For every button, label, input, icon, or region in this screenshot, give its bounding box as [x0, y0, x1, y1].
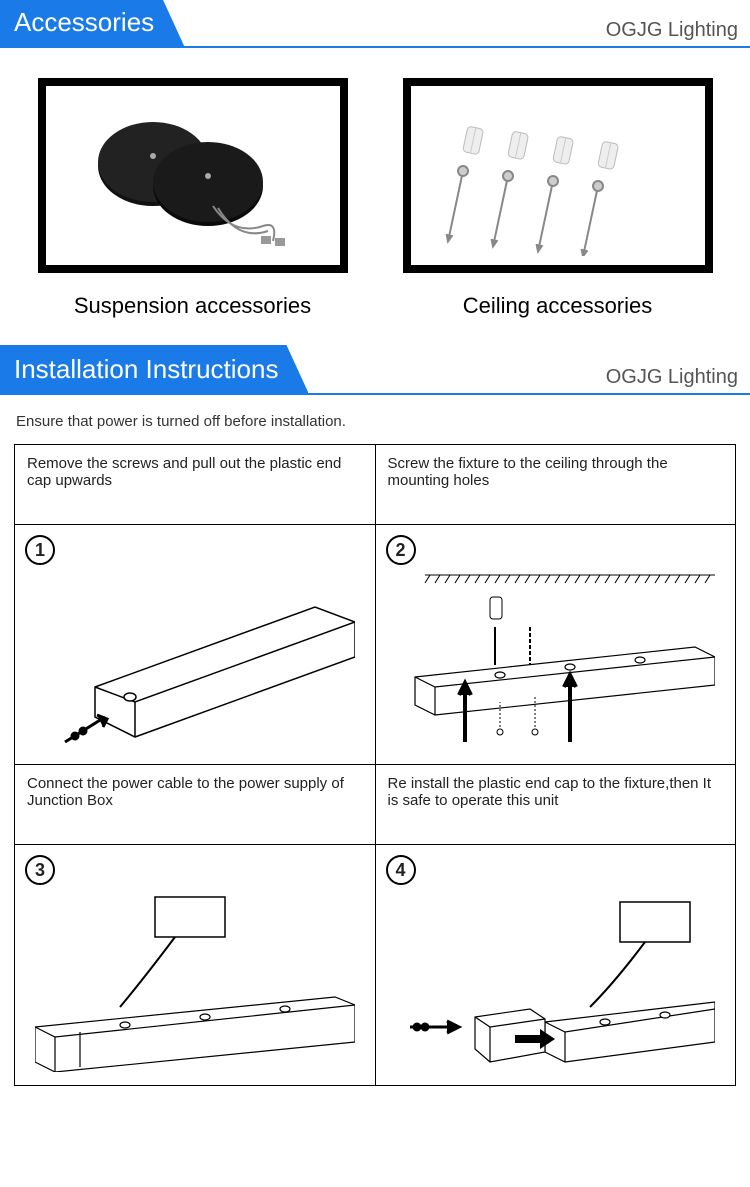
step4-illustration: 4 — [376, 845, 736, 1085]
step1-badge: 1 — [25, 535, 55, 565]
accessories-title: Accessories — [0, 0, 184, 46]
installation-grid: Remove the screws and pull out the plast… — [14, 444, 736, 1086]
installation-warning: Ensure that power is turned off before i… — [0, 395, 750, 444]
step3-badge: 3 — [25, 855, 55, 885]
step1-text: Remove the screws and pull out the plast… — [15, 445, 376, 525]
brand-label-2: OGJG Lighting — [606, 366, 750, 393]
brand-label: OGJG Lighting — [606, 19, 750, 46]
step3-text: Connect the power cable to the power sup… — [15, 765, 376, 845]
step2-badge: 2 — [386, 535, 416, 565]
step4-badge: 4 — [386, 855, 416, 885]
step2-illustration: 2 — [376, 525, 736, 765]
step4-text: Re install the plastic end cap to the fi… — [376, 765, 736, 845]
installation-title: Installation Instructions — [0, 345, 308, 393]
step1-illustration: 1 — [15, 525, 376, 765]
step2-text: Screw the fixture to the ceiling through… — [376, 445, 736, 525]
accessories-row — [0, 48, 750, 283]
suspension-label: Suspension accessories — [38, 293, 348, 319]
suspension-accessory-image — [38, 78, 348, 273]
step3-illustration: 3 — [15, 845, 376, 1085]
installation-header: Installation Instructions OGJG Lighting — [0, 347, 750, 395]
ceiling-accessory-image — [403, 78, 713, 273]
accessory-labels: Suspension accessories Ceiling accessori… — [0, 283, 750, 347]
accessories-header: Accessories OGJG Lighting — [0, 0, 750, 48]
ceiling-label: Ceiling accessories — [403, 293, 713, 319]
